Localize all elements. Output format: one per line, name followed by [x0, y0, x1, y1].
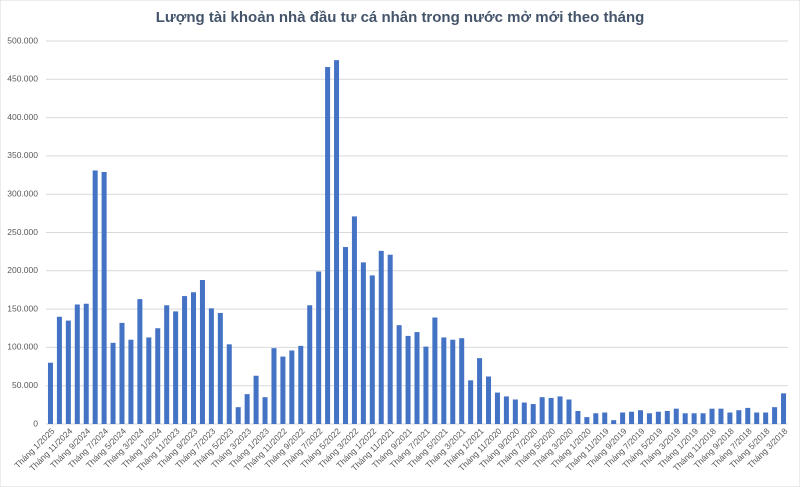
bar [664, 410, 670, 424]
y-tick-label: 100.000 [7, 342, 38, 352]
bar [369, 275, 375, 424]
bar [602, 412, 608, 424]
bar [342, 247, 348, 424]
y-tick-label: 350.000 [7, 150, 38, 160]
y-tick-label: 200.000 [7, 265, 38, 275]
bar [655, 411, 661, 424]
bar [289, 350, 295, 424]
bar [56, 316, 62, 424]
bar [727, 412, 733, 424]
bar [521, 402, 527, 424]
y-tick-label: 300.000 [7, 188, 38, 198]
bar [173, 311, 179, 424]
bar [718, 408, 724, 424]
bar [548, 397, 554, 424]
bar [763, 412, 769, 424]
y-tick-label: 150.000 [7, 303, 38, 313]
bar [182, 296, 188, 424]
bar [378, 250, 384, 424]
bar [235, 407, 241, 424]
y-tick-label: 250.000 [7, 227, 38, 237]
bar [646, 413, 652, 424]
bar [191, 292, 197, 424]
bar [83, 303, 89, 424]
bar [262, 397, 268, 424]
bar [396, 325, 402, 424]
bar [405, 335, 411, 424]
bar [110, 342, 116, 424]
bar [334, 60, 340, 425]
bar [629, 411, 635, 424]
bar [92, 170, 98, 424]
bar [745, 407, 751, 424]
chart-title: Lượng tài khoản nhà đầu tư cá nhân trong… [156, 9, 645, 26]
y-tick-label: 50.000 [12, 380, 38, 390]
bar [119, 322, 125, 424]
bar [217, 312, 223, 424]
bar [414, 332, 420, 424]
bar [316, 271, 322, 424]
y-tick-label: 500.000 [7, 35, 38, 45]
bar [557, 396, 563, 424]
bar [244, 394, 250, 424]
bar [494, 392, 500, 424]
bar [137, 299, 143, 424]
bar [441, 337, 447, 424]
bar [164, 305, 170, 424]
bar [432, 317, 438, 424]
bar [128, 339, 134, 424]
bar [101, 171, 107, 424]
y-tick-label: 0 [33, 418, 38, 428]
bar [754, 412, 760, 424]
bar [468, 380, 474, 424]
bar [611, 420, 617, 424]
bar [307, 305, 313, 424]
bar [512, 399, 518, 424]
bar [74, 304, 80, 424]
bar [503, 396, 509, 424]
bar [226, 344, 232, 424]
bar [682, 413, 688, 424]
bar [298, 345, 304, 424]
bar [620, 412, 626, 424]
bar [566, 399, 572, 424]
bar [450, 339, 456, 424]
bar [65, 320, 71, 424]
bar [673, 408, 679, 424]
bar [199, 279, 205, 424]
bar [271, 348, 277, 424]
bar [736, 410, 742, 424]
bar [477, 358, 483, 424]
bar [575, 410, 581, 424]
bar [351, 216, 357, 424]
bar [593, 413, 599, 424]
bar [459, 338, 465, 424]
bar [280, 356, 286, 424]
bar [47, 362, 53, 424]
bar [691, 413, 697, 424]
y-tick-label: 450.000 [7, 74, 38, 84]
bar [486, 376, 492, 424]
bar [700, 413, 706, 424]
y-tick-label: 400.000 [7, 112, 38, 122]
bar [709, 408, 715, 424]
bar [539, 397, 545, 424]
bar [146, 337, 152, 424]
bar [208, 308, 214, 424]
bar [155, 328, 161, 424]
bar [772, 407, 778, 424]
bar [360, 262, 366, 424]
bar [637, 410, 643, 424]
bar [781, 393, 787, 424]
bar [423, 346, 429, 424]
bar [325, 67, 331, 424]
bar [387, 254, 393, 424]
bar [253, 375, 259, 424]
bar [530, 404, 536, 424]
bar [584, 417, 590, 424]
